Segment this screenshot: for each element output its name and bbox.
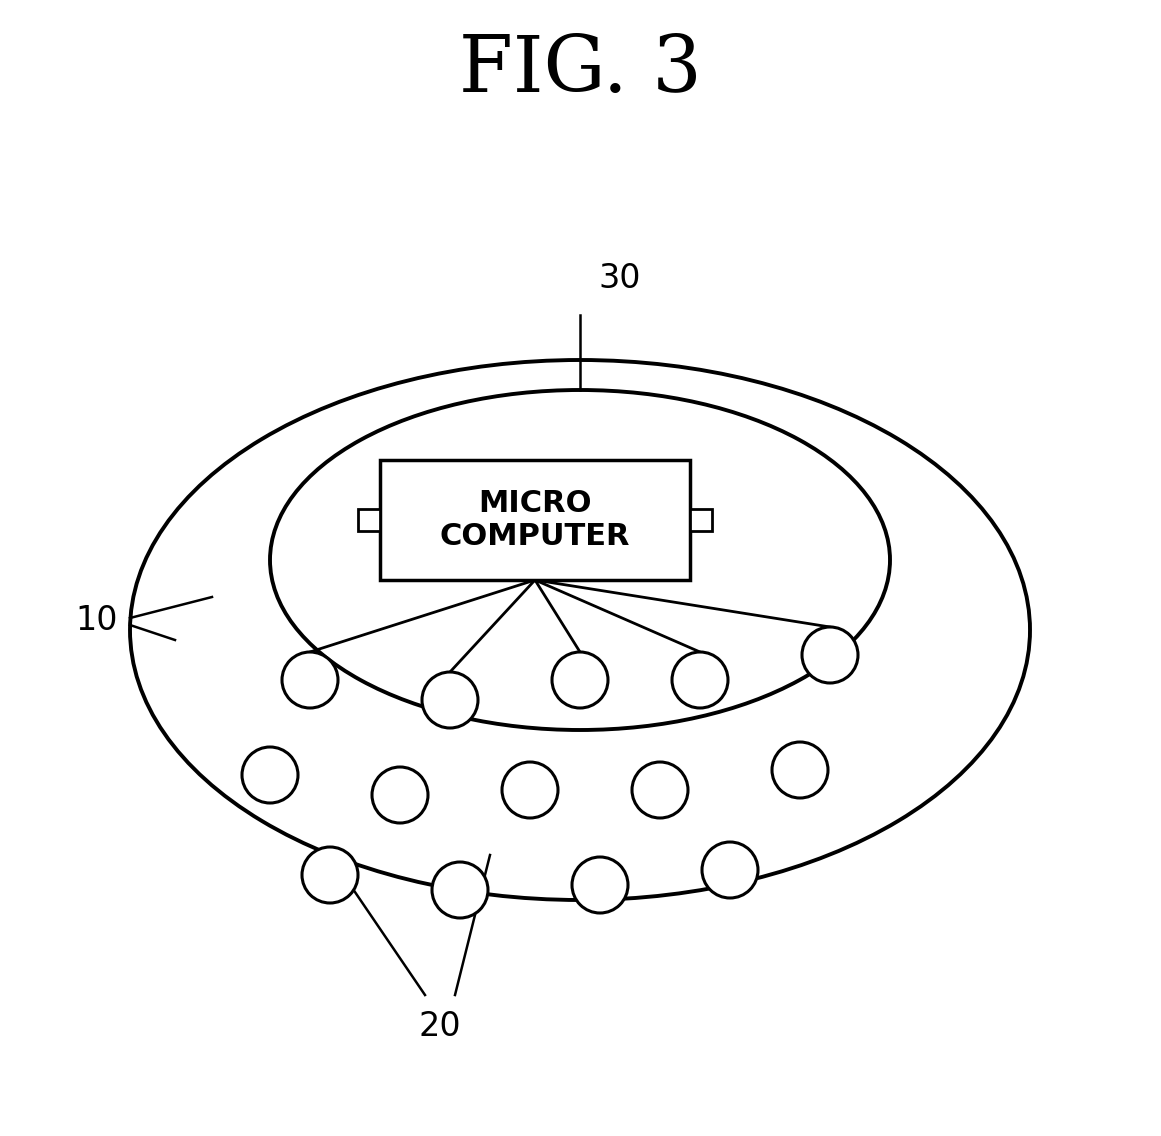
Circle shape (432, 862, 488, 918)
Circle shape (372, 767, 428, 822)
Circle shape (572, 857, 628, 913)
Circle shape (802, 627, 858, 683)
Circle shape (772, 742, 828, 797)
Text: 10: 10 (75, 603, 118, 636)
Circle shape (502, 762, 558, 818)
Text: MICRO
COMPUTER: MICRO COMPUTER (440, 488, 630, 551)
Circle shape (282, 652, 338, 708)
Text: 30: 30 (599, 262, 641, 295)
Circle shape (302, 847, 358, 903)
Circle shape (241, 747, 298, 803)
FancyBboxPatch shape (358, 509, 380, 531)
Circle shape (421, 673, 478, 728)
FancyBboxPatch shape (380, 460, 690, 580)
Text: 20: 20 (419, 1010, 461, 1043)
Circle shape (672, 652, 728, 708)
Text: FIG. 3: FIG. 3 (459, 32, 701, 108)
Circle shape (551, 652, 608, 708)
FancyBboxPatch shape (690, 509, 712, 531)
Circle shape (702, 842, 758, 897)
Circle shape (632, 762, 688, 818)
